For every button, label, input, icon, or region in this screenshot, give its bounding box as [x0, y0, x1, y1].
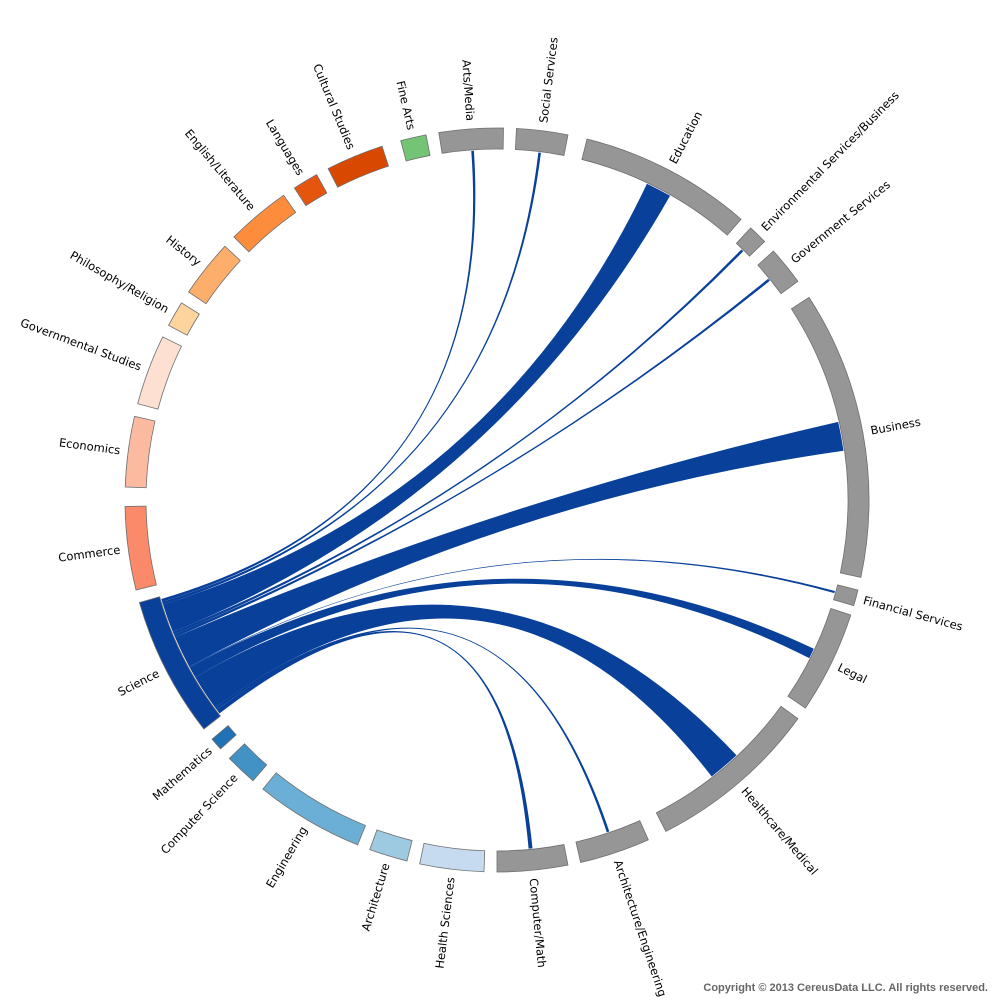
arc-health-sciences — [419, 842, 486, 873]
label-education: Education — [666, 109, 705, 166]
arc-business — [790, 296, 870, 578]
label-health-sciences: Health Sciences — [433, 876, 458, 969]
arc-social-services — [514, 128, 569, 156]
arc-cultural-studies — [327, 145, 390, 188]
arc-commerce — [124, 505, 157, 591]
label-financial-services: Financial Services — [862, 593, 965, 633]
label-fine-arts: Fine Arts — [393, 79, 418, 131]
label-philosophy-religion: Philosophy/Religion — [68, 248, 172, 316]
copyright-notice: Copyright © 2013 CereusData LLC. All rig… — [703, 982, 988, 994]
label-layer: Arts/Media Social Services Education Enviro… — [18, 36, 964, 998]
label-history: History — [163, 232, 204, 269]
ribbon-science-to-legal — [189, 578, 814, 678]
arc-engineering — [262, 772, 367, 846]
arc-languages — [293, 174, 328, 207]
label-environmental-services-business: Environmental Services/Business — [758, 88, 901, 234]
arc-computer-science — [228, 743, 268, 782]
arc-science — [138, 596, 221, 730]
arc-environmental-services-business — [735, 227, 766, 257]
arc-education — [581, 138, 742, 236]
label-legal: Legal — [835, 660, 869, 686]
label-architecture-engineering: Architecture/Engineering — [611, 858, 670, 998]
label-cultural-studies: Cultural Studies — [310, 62, 358, 152]
arc-philosophy-religion — [168, 302, 200, 336]
arc-legal — [787, 607, 852, 709]
label-governmental-studies: Governmental Studies — [18, 315, 143, 373]
label-economics: Economics — [58, 435, 121, 457]
ribbon-layer — [161, 150, 844, 849]
arc-architecture-engineering — [575, 820, 649, 863]
arc-history — [188, 245, 241, 305]
arc-computer-math — [496, 844, 569, 873]
arc-government-services — [757, 250, 799, 295]
label-english-literature: English/Literature — [182, 126, 258, 213]
arc-governmental-studies — [137, 336, 183, 410]
label-engineering: Engineering — [263, 824, 310, 891]
arc-english-literature — [233, 194, 297, 253]
ribbon-science-to-business — [175, 421, 844, 667]
label-business: Business — [869, 415, 921, 438]
arc-healthcare-medical — [655, 705, 799, 832]
arc-financial-services — [833, 584, 859, 607]
ribbon-science-to-arts-media — [161, 150, 476, 602]
label-social-services: Social Services — [536, 36, 560, 123]
arc-layer — [124, 127, 870, 873]
label-arts-media: Arts/Media — [459, 59, 477, 121]
label-computer-math: Computer/Math — [526, 878, 549, 969]
label-healthcare-medical: Healthcare/Medical — [738, 784, 820, 877]
label-commerce: Commerce — [57, 543, 121, 565]
arc-fine-arts — [400, 134, 431, 162]
label-mathematics: Mathematics — [150, 744, 215, 803]
arc-arts-media — [438, 127, 504, 154]
ribbon-science-to-education — [162, 183, 671, 632]
label-architecture: Architecture — [359, 861, 393, 932]
arc-architecture — [369, 829, 413, 862]
label-science: Science — [116, 666, 162, 699]
arc-mathematics — [211, 725, 237, 750]
arc-economics — [124, 415, 156, 489]
label-languages: Languages — [263, 117, 307, 178]
